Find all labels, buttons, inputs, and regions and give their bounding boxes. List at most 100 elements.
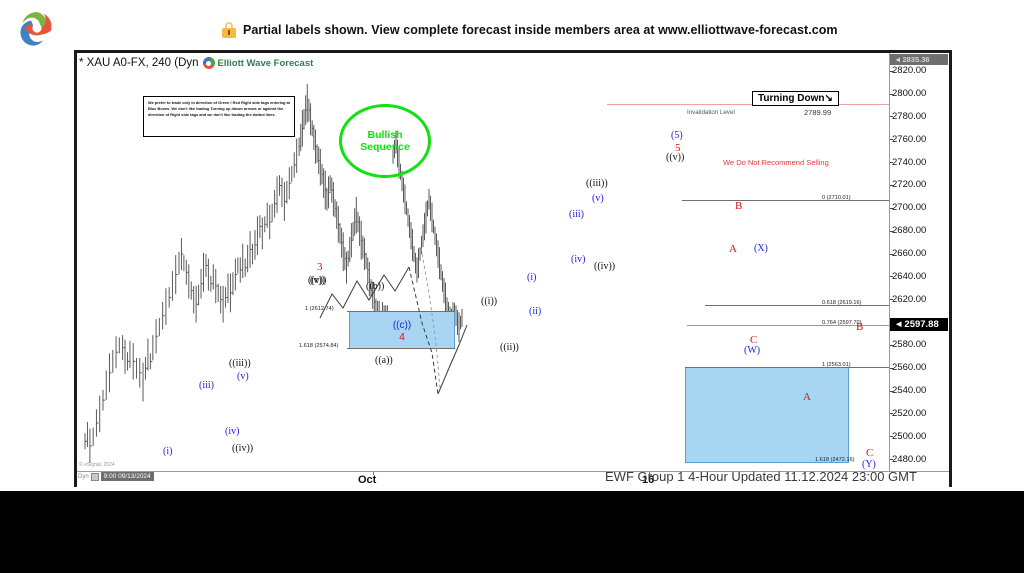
dyn-label: Dyn bbox=[78, 473, 89, 480]
wave-label-5: 5 bbox=[675, 142, 681, 154]
trading-rules-text: We prefer to trade only in direction of … bbox=[148, 100, 290, 118]
price-tick: 2580.00 bbox=[889, 339, 927, 351]
wave-label-v: ((v)) bbox=[666, 152, 685, 163]
x-tick-oct: Oct bbox=[358, 474, 377, 486]
wave-label-v: (v) bbox=[237, 371, 249, 382]
left-box-degree-label: 4 bbox=[399, 332, 405, 343]
price-tick: 2680.00 bbox=[889, 225, 927, 237]
chart-type-icon[interactable] bbox=[90, 472, 99, 481]
bullish-sequence-badge: Bullish Sequence bbox=[339, 104, 431, 178]
price-tick: 2540.00 bbox=[889, 385, 927, 397]
wave-label-B: B bbox=[856, 321, 864, 333]
company-logo-icon bbox=[20, 12, 52, 46]
brand-name: Elliott Wave Forecast bbox=[217, 57, 314, 69]
turning-down-arrow-icon: ↘ bbox=[824, 93, 833, 104]
notice-banner: Partial labels shown. View complete fore… bbox=[222, 22, 838, 38]
invalidation-line bbox=[607, 104, 889, 105]
price-tick: 2760.00 bbox=[889, 133, 927, 145]
chart-symbol-label: * XAU A0-FX, 240 (Dyn bbox=[79, 57, 199, 69]
left-blue-box bbox=[349, 311, 455, 349]
wave-label-ii: (ii) bbox=[529, 306, 542, 317]
wave-label-C: C bbox=[866, 447, 874, 459]
wave-label-iii: ((iii)) bbox=[586, 178, 608, 189]
current-price-value: 2597.88 bbox=[904, 319, 939, 330]
wave-label-B: B bbox=[735, 200, 743, 212]
wave-label-i: ((i)) bbox=[481, 296, 498, 307]
cursor-readout: Dyn 9:00 09/13/2024 bbox=[78, 472, 154, 481]
fib-label-0618: 0.618 (2619.16) bbox=[822, 300, 862, 306]
plot-area: ((c)) 4 1 (2612.74) 1.618 (2574.84) 0 (2… bbox=[77, 53, 889, 471]
invalidation-value: 2789.99 bbox=[804, 108, 832, 117]
wave-label-b: ((b)) bbox=[366, 281, 385, 292]
price-tick: 2520.00 bbox=[889, 407, 927, 419]
wave-label-A: A bbox=[803, 391, 811, 403]
brand-mark: Elliott Wave Forecast bbox=[202, 57, 314, 69]
fib-line-0764 bbox=[687, 325, 889, 326]
wave-label-Y: (Y) bbox=[862, 459, 876, 470]
fib-line-0618 bbox=[705, 305, 889, 306]
wave-label-iv: (iv) bbox=[225, 426, 240, 437]
price-axis[interactable]: ◄2835.36 2820.00 2800.00 2780.00 2760.00 274… bbox=[889, 53, 949, 471]
fib-line-1 bbox=[685, 367, 889, 368]
wave-label-v: (v)) bbox=[310, 275, 325, 286]
fib-label-1618: 1.618 (2472.16) bbox=[815, 457, 855, 463]
wave-label-v: ((v)) bbox=[308, 275, 327, 286]
right-blue-box bbox=[685, 367, 849, 463]
wave-label-v: (v) bbox=[592, 193, 604, 204]
wave-label-C: C bbox=[750, 334, 758, 346]
price-tick: 2620.00 bbox=[889, 293, 927, 305]
price-tick: 2740.00 bbox=[889, 156, 927, 168]
fib-label-left-1: 1 (2612.74) bbox=[305, 306, 334, 312]
high-price-value: 2835.36 bbox=[902, 55, 930, 64]
price-tick: 2640.00 bbox=[889, 270, 927, 282]
wave-label-a: ((a)) bbox=[375, 355, 393, 366]
turning-down-label: Turning Down bbox=[758, 93, 825, 104]
price-tick: 2660.00 bbox=[889, 248, 927, 259]
left-blue-box-label: ((c)) 4 bbox=[349, 320, 455, 344]
price-tick: 2700.00 bbox=[889, 202, 927, 214]
fib-label-left-1618: 1.618 (2574.84) bbox=[299, 343, 339, 349]
forecast-projection-path bbox=[319, 247, 468, 395]
footer-update-note: EWF Group 1 4-Hour Updated 11.12.2024 23… bbox=[605, 469, 917, 484]
time-axis[interactable]: Oct 16 bbox=[77, 471, 949, 489]
wave-label-A: A bbox=[729, 243, 737, 255]
wave-label-i: (i) bbox=[527, 272, 537, 283]
bullish-sequence-label: Bullish Sequence bbox=[360, 128, 410, 153]
wave-label-ii: ((ii)) bbox=[500, 342, 519, 353]
notice-banner-text: Partial labels shown. View complete fore… bbox=[243, 23, 838, 37]
price-tick: 2500.00 bbox=[889, 430, 927, 442]
price-tick: 2780.00 bbox=[889, 110, 927, 122]
wave-label-iv: ((iv)) bbox=[594, 261, 616, 272]
cursor-timestamp: 9:00 09/13/2024 bbox=[100, 472, 154, 481]
fib-line-left-1618 bbox=[347, 348, 455, 349]
turning-down-badge: Turning Down↘ bbox=[752, 91, 839, 106]
trading-rules-note: We prefer to trade only in direction of … bbox=[143, 96, 295, 137]
price-tick: 2480.00 bbox=[889, 453, 927, 465]
price-tick: 2820.00 bbox=[889, 65, 927, 77]
wave-label-iii: ((iii)) bbox=[229, 358, 251, 369]
fib-label-1: 1 (2563.01) bbox=[822, 362, 851, 368]
fib-line-left-1 bbox=[347, 311, 455, 312]
wave-label-5: (5) bbox=[671, 130, 683, 141]
invalidation-label: Invalidation Level bbox=[687, 109, 735, 116]
price-tick: 2560.00 bbox=[889, 362, 927, 374]
wave-label-i: (i) bbox=[163, 446, 173, 457]
fib-label-0: 0 (2710.01) bbox=[822, 195, 851, 201]
fib-label-0764: 0.764 (2597.70) bbox=[822, 320, 862, 326]
high-price-marker: ◄2835.36 bbox=[890, 54, 948, 65]
wave-label-W: (W) bbox=[744, 345, 761, 356]
ewf-swirl-icon bbox=[202, 57, 215, 69]
fib-line-0 bbox=[682, 200, 889, 201]
wave-label-iv: (iv) bbox=[571, 254, 586, 265]
esignal-watermark: © eSignal, 2024 bbox=[79, 462, 115, 468]
chart-title: * XAU A0-FX, 240 (Dyn Elliott Wave Forec… bbox=[79, 57, 313, 69]
no-sell-note: We Do Not Recommend Selling bbox=[723, 158, 829, 167]
left-box-wave-label: ((c)) bbox=[392, 320, 412, 331]
x-tick-16: 16 bbox=[642, 474, 655, 486]
wave-label-3: 3 bbox=[317, 261, 323, 273]
price-tick: 2720.00 bbox=[889, 179, 927, 191]
price-tick: 2800.00 bbox=[889, 88, 927, 100]
wave-label-iii: (iii) bbox=[199, 380, 214, 391]
wave-label-iv: ((iv)) bbox=[232, 443, 254, 454]
